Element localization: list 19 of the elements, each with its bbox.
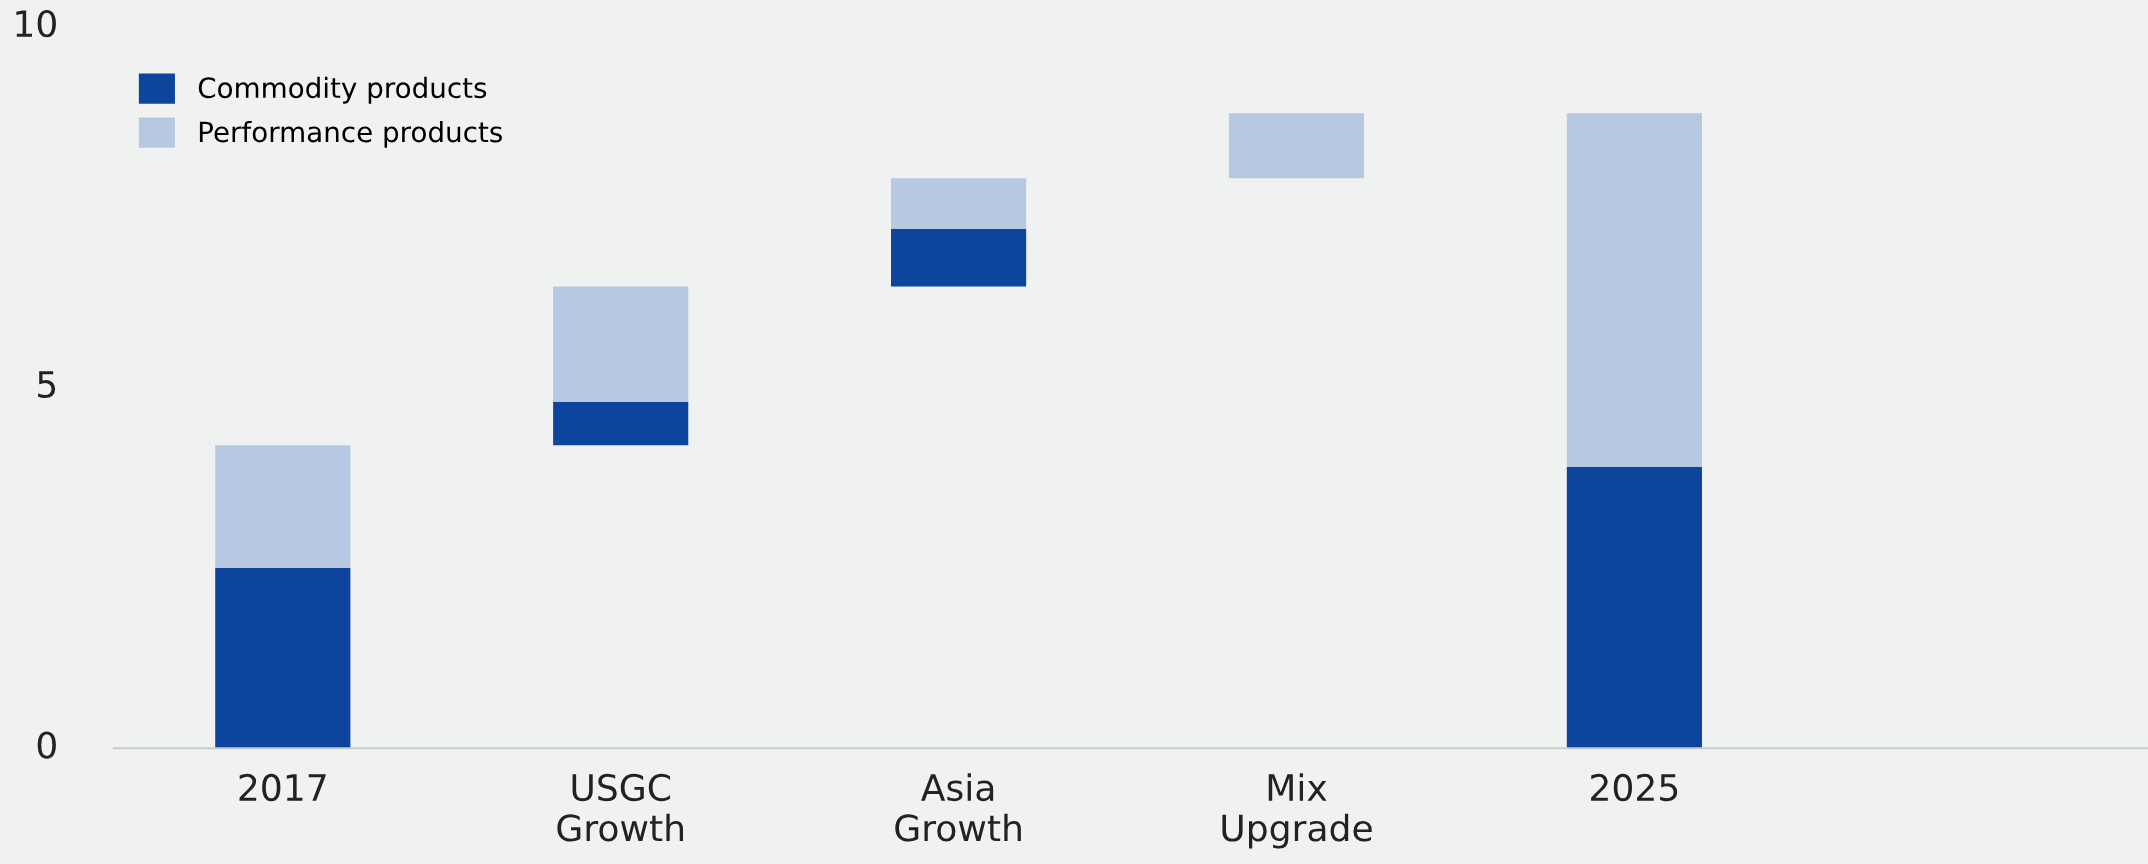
x-tick-label: 2025 — [1591, 773, 1678, 802]
bar — [215, 567, 351, 749]
bar — [215, 445, 351, 568]
bar — [553, 286, 689, 402]
legend-label: Performance products — [199, 120, 502, 148]
x-tick-label: USGC Growth — [557, 773, 683, 842]
x-tick-label: Asia Growth — [895, 773, 1021, 842]
bar — [1228, 113, 1365, 179]
bar — [553, 401, 689, 446]
bar — [1566, 466, 1702, 749]
bar — [1566, 113, 1702, 467]
y-tick-label: 0 — [37, 731, 56, 759]
bar — [891, 178, 1027, 229]
y-tick-label: 5 — [38, 371, 56, 398]
legend-label: Commodity products — [198, 76, 487, 104]
x-tick-label: Mix Upgrade — [1222, 773, 1372, 849]
x-tick-label: 2017 — [239, 773, 326, 802]
y-tick-label: 10 — [16, 9, 56, 38]
bar — [891, 228, 1027, 287]
